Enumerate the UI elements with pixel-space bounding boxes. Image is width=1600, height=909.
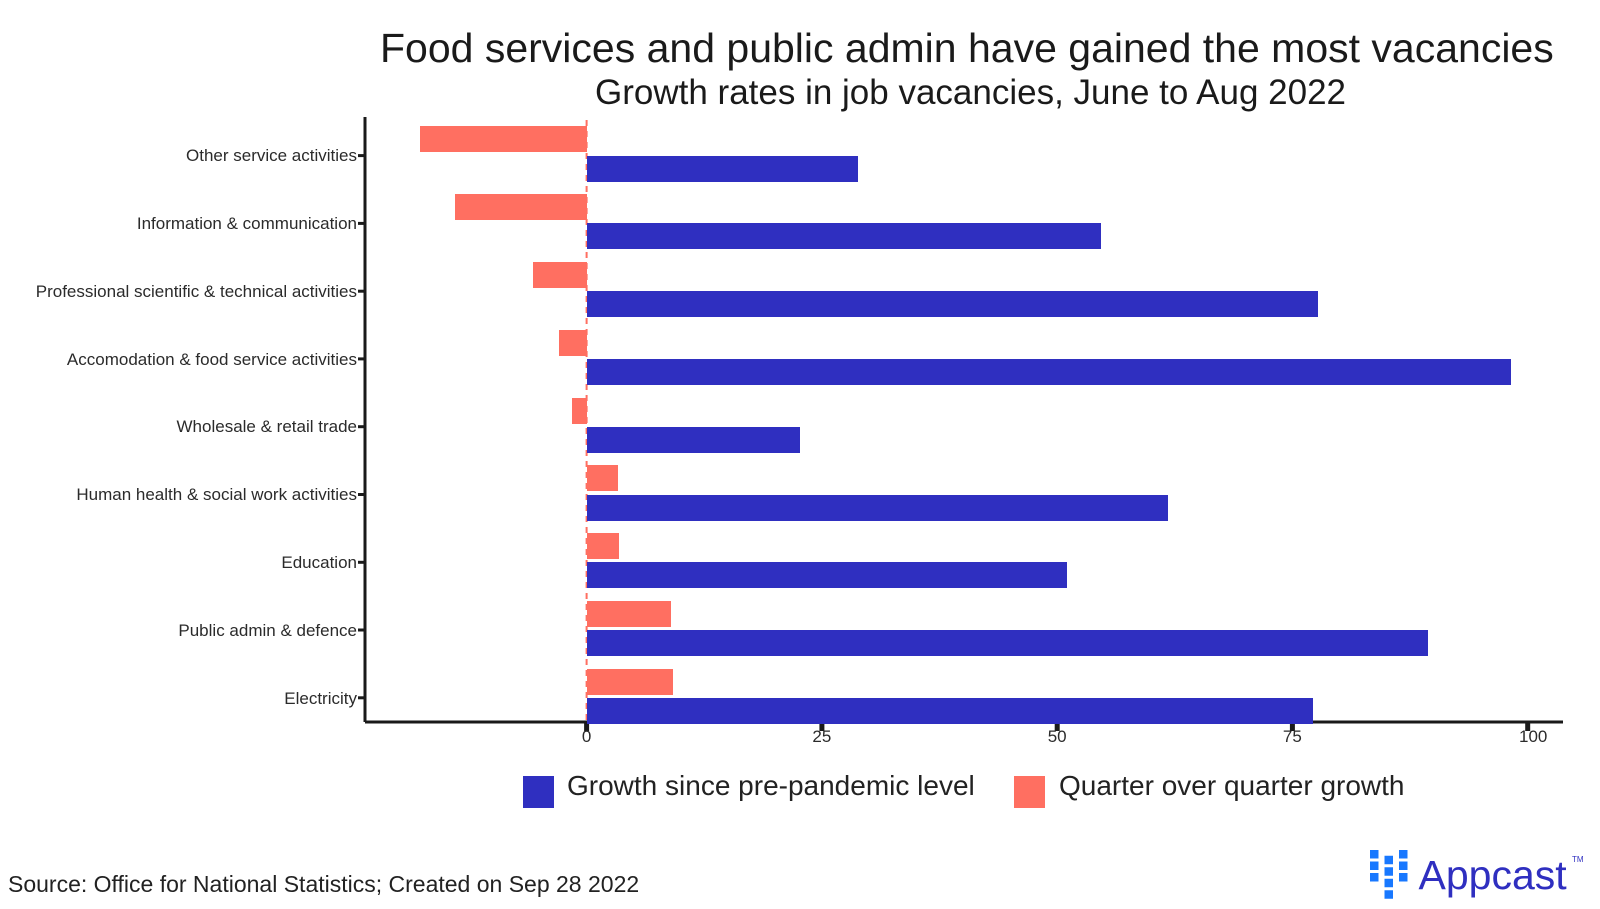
svg-text:TM: TM	[1572, 855, 1584, 864]
svg-text:Appcast: Appcast	[1419, 852, 1568, 898]
